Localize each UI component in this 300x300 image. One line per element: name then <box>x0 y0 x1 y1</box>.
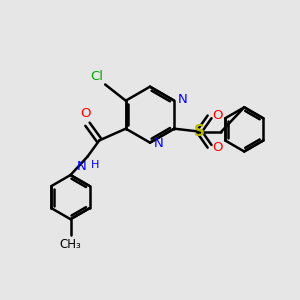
Text: N: N <box>178 93 188 106</box>
Text: H: H <box>91 160 99 170</box>
Text: N: N <box>76 160 86 172</box>
Text: CH₃: CH₃ <box>60 238 81 251</box>
Text: O: O <box>212 141 223 154</box>
Text: O: O <box>80 107 91 120</box>
Text: N: N <box>154 137 163 150</box>
Text: S: S <box>194 124 205 139</box>
Text: O: O <box>212 109 223 122</box>
Text: Cl: Cl <box>90 70 104 83</box>
